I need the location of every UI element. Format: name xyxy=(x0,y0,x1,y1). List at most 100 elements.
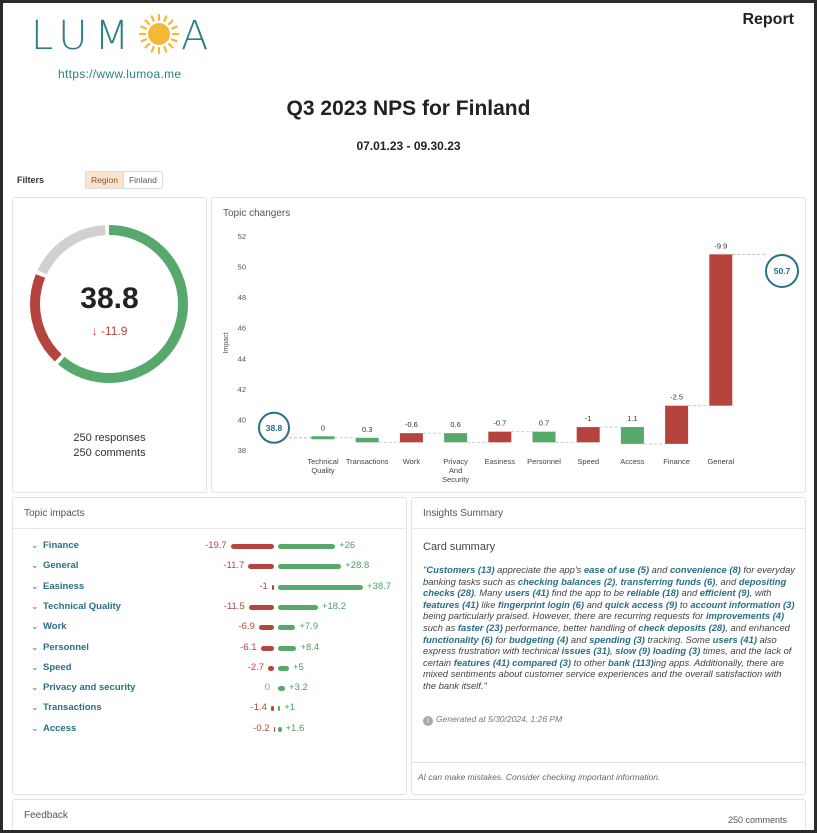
impact-topic-label[interactable]: Privacy and security xyxy=(43,682,136,694)
impact-topic-label[interactable]: Personnel xyxy=(43,641,89,653)
chevron-down-icon[interactable]: ⌄ xyxy=(31,560,39,571)
impact-topic-label[interactable]: Work xyxy=(43,621,67,633)
impact-row-work[interactable]: ⌄ Work -6.9 +7.9 xyxy=(13,621,406,635)
impact-row-privacy-and-security[interactable]: ⌄ Privacy and security 0 +3.2 xyxy=(13,682,406,696)
chevron-down-icon[interactable]: ⌄ xyxy=(31,682,39,693)
summary-keyword[interactable]: functionality (6) xyxy=(423,633,493,645)
positive-impact-value: +1 xyxy=(284,702,296,714)
waterfall-bar xyxy=(620,427,644,444)
summary-keyword[interactable]: features (41) xyxy=(453,656,510,668)
chevron-down-icon[interactable]: ⌄ xyxy=(31,722,39,733)
impact-topic-label[interactable]: Transactions xyxy=(43,702,102,714)
impact-topic-label[interactable]: Easiness xyxy=(43,580,85,592)
waterfall-bar xyxy=(576,427,600,443)
summary-keyword[interactable]: fingerprint login (6) xyxy=(498,598,584,610)
summary-keyword[interactable]: Customers (13) xyxy=(426,564,495,575)
y-tick-label: 48 xyxy=(238,293,246,302)
website-link[interactable]: https://www.lumoa.me xyxy=(58,67,182,81)
summary-keyword[interactable]: quick access (9) xyxy=(604,598,678,610)
impact-topic-label[interactable]: General xyxy=(43,560,79,572)
summary-keyword[interactable]: ease of use (5) xyxy=(583,564,650,575)
chevron-down-icon[interactable]: ⌄ xyxy=(31,621,39,632)
x-tick-label: Personnel xyxy=(527,457,561,466)
summary-keyword[interactable]: check deposits (28) xyxy=(638,621,726,633)
chevron-down-icon[interactable]: ⌄ xyxy=(31,600,39,611)
summary-text: and xyxy=(649,564,670,575)
summary-keyword[interactable]: improvements (4) xyxy=(705,610,785,622)
chevron-down-icon[interactable]: ⌄ xyxy=(31,580,39,591)
chevron-down-icon[interactable]: ⌄ xyxy=(31,702,39,713)
waterfall-bar xyxy=(709,254,733,406)
summary-keyword[interactable]: loading (3) xyxy=(652,645,701,657)
impact-row-finance[interactable]: ⌄ Finance -19.7 +26 xyxy=(13,540,406,554)
impacts-title: Topic impacts xyxy=(24,508,85,519)
report-page: LUM A Report https://www.lumoa.me Q3 202… xyxy=(3,3,814,830)
summary-text: performance, better handling of xyxy=(502,621,639,633)
x-tick-label: Quality xyxy=(311,466,335,475)
impact-row-personnel[interactable]: ⌄ Personnel -6.1 +8.4 xyxy=(13,642,406,656)
summary-keyword[interactable]: depositing checks (28) xyxy=(423,575,787,599)
sun-icon xyxy=(138,13,180,55)
chevron-down-icon[interactable]: ⌄ xyxy=(31,661,39,672)
negative-impact-bar xyxy=(270,706,274,712)
filter-chip-region[interactable]: Region xyxy=(86,172,124,188)
x-tick-label: Technical xyxy=(307,457,339,466)
x-tick-label: Work xyxy=(403,457,421,466)
negative-impact-value: -11.7 xyxy=(223,560,245,572)
summary-text: find the app to be xyxy=(549,587,627,599)
summary-text: for everyday banking tasks such as xyxy=(423,564,795,587)
down-arrow-icon: ↓ xyxy=(91,324,98,338)
impact-row-technical-quality[interactable]: ⌄ Technical Quality -11.5 +18.2 xyxy=(13,601,406,615)
end-value-bubble xyxy=(765,254,799,288)
impact-row-easiness[interactable]: ⌄ Easiness -1 +38.7 xyxy=(13,581,406,595)
svg-text:LUM: LUM xyxy=(31,13,136,57)
x-tick-label: Access xyxy=(620,457,644,466)
comments-count: 250 comments xyxy=(73,447,146,459)
impact-row-speed[interactable]: ⌄ Speed -2.7 +5 xyxy=(13,662,406,676)
positive-impact-bar xyxy=(278,564,342,570)
divider xyxy=(13,528,406,529)
nps-score-delta: ↓ -11.9 xyxy=(13,324,206,338)
filter-chip-finland[interactable]: Finland xyxy=(128,175,157,185)
negative-impact-value: -19.7 xyxy=(205,540,227,551)
summary-keyword[interactable]: spending (3) xyxy=(589,633,645,645)
summary-keyword[interactable]: transferring funds (6) xyxy=(620,575,716,587)
summary-text: to xyxy=(677,598,691,610)
chevron-down-icon[interactable]: ⌄ xyxy=(31,641,39,652)
topic-changers-card: Topic changers 38 40 42 44 46 48 50 52 Impact 38.… xyxy=(211,197,806,493)
summary-text: times, and the lack of certain xyxy=(423,645,792,668)
summary-keyword[interactable]: budgeting (4) xyxy=(508,633,569,645)
summary-keyword[interactable]: convenience (8) xyxy=(669,564,741,575)
summary-keyword[interactable]: features (41) xyxy=(423,598,479,610)
impact-topic-label[interactable]: Access xyxy=(43,722,77,734)
summary-keyword[interactable]: efficient (9) xyxy=(699,587,750,599)
summary-keyword[interactable]: account information (3) xyxy=(690,598,795,610)
summary-keyword[interactable]: faster (23) xyxy=(457,621,503,633)
summary-keyword[interactable]: reliable (18) xyxy=(626,587,679,599)
x-tick-label: Finance xyxy=(663,457,690,466)
summary-keyword[interactable]: checking balances (2) xyxy=(517,575,616,587)
chevron-down-icon[interactable]: ⌄ xyxy=(31,540,39,550)
impact-topic-label[interactable]: Speed xyxy=(43,661,72,673)
impact-row-access[interactable]: ⌄ Access -0.2 +1.6 xyxy=(13,723,406,737)
impact-topic-label[interactable]: Finance xyxy=(43,540,79,551)
summary-keyword[interactable]: compared (3) xyxy=(512,656,571,668)
impact-row-general[interactable]: ⌄ General -11.7 +28.8 xyxy=(13,560,406,574)
summary-keyword[interactable]: users (41) xyxy=(712,633,757,645)
summary-text: such as xyxy=(423,621,458,633)
summary-keyword[interactable]: bank (113) xyxy=(608,656,654,668)
impact-row-transactions[interactable]: ⌄ Transactions -1.4 +1 xyxy=(13,702,406,716)
nps-score-value: 38.8 xyxy=(80,282,139,315)
impact-topic-label[interactable]: Technical Quality xyxy=(43,600,121,612)
filter-chip-group[interactable]: Region Finland xyxy=(85,171,163,189)
summary-keyword[interactable]: slow (9) xyxy=(615,645,651,657)
feedback-card: Feedback 250 comments xyxy=(12,799,806,830)
bar-value-label: -1 xyxy=(585,414,592,423)
negative-impact-value: -0.2 xyxy=(253,722,270,734)
summary-keyword[interactable]: issues (31) xyxy=(561,645,611,657)
positive-impact-bar xyxy=(278,604,318,610)
svg-text:A: A xyxy=(181,13,208,57)
negative-impact-bar xyxy=(248,564,274,570)
summary-keyword[interactable]: users (41) xyxy=(504,587,550,599)
summary-text: like xyxy=(478,598,499,610)
